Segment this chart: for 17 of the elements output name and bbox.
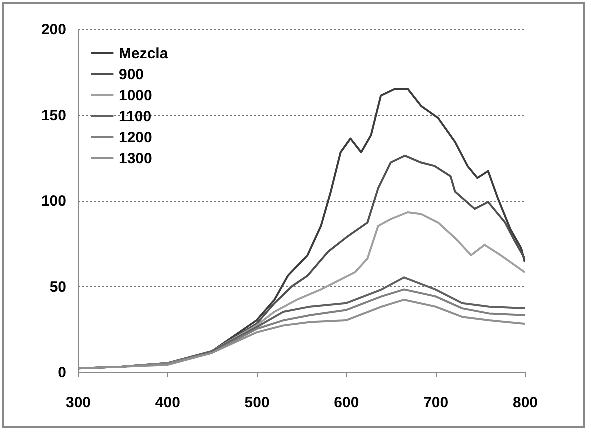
x-tick-label: 400 [155,394,180,412]
legend-label: 900 [119,66,144,84]
legend-label: Mezcla [119,46,169,62]
x-tick-label: 700 [424,394,449,412]
y-tick-label: 150 [41,107,66,124]
legend-label: 1200 [119,130,152,146]
x-tick-label: 500 [244,394,270,412]
y-tick-label: 200 [41,22,66,38]
x-tick-label: 600 [334,394,360,412]
y-tick-label: 50 [50,278,66,296]
y-tick-label: 100 [41,193,66,210]
legend-label: 1100 [119,108,152,126]
legend-label: 1300 [119,150,152,168]
x-tick-label: 800 [512,394,538,412]
legend-label: 1000 [119,88,152,104]
y-tick-label: 0 [58,364,66,382]
x-tick-label: 300 [66,394,92,412]
